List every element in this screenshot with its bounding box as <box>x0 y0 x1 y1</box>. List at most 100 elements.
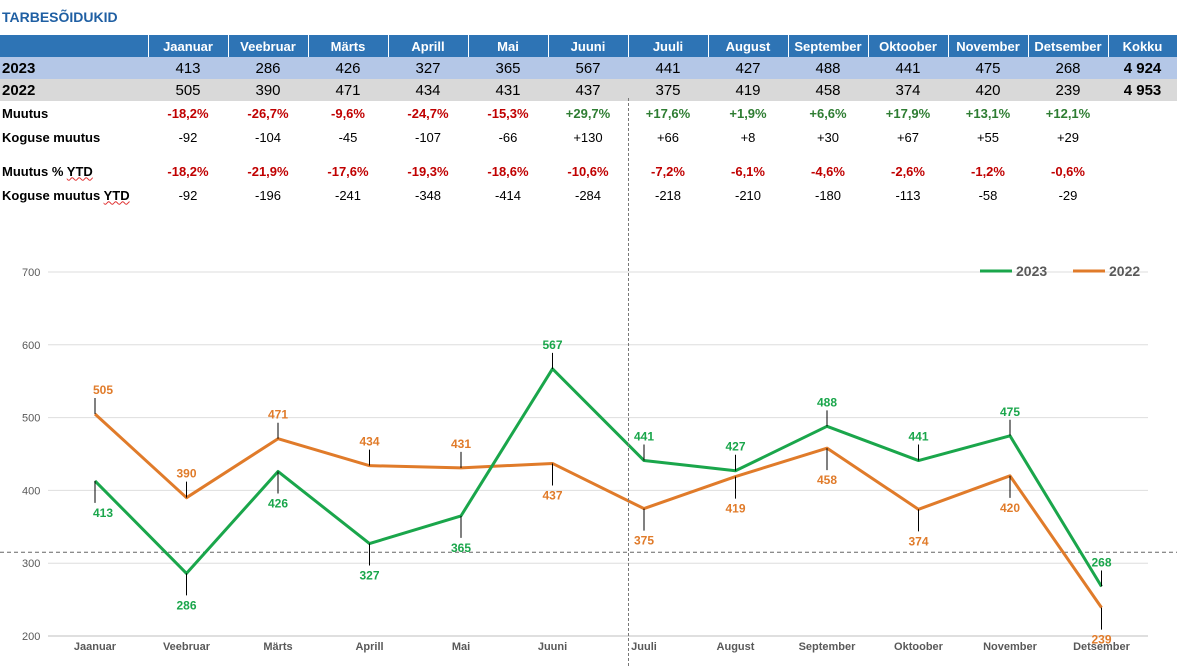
table-cell: -113 <box>895 187 921 203</box>
data-label-2022: 239 <box>1091 633 1111 647</box>
row-label: 2022 <box>0 79 148 101</box>
y-tick-label: 700 <box>22 267 40 279</box>
table-cell: 390 <box>228 79 308 101</box>
x-tick-label: Veebruar <box>163 641 211 653</box>
table-cell: -196 <box>254 187 282 203</box>
y-tick-label: 400 <box>22 485 40 497</box>
table-cell: +130 <box>573 129 603 145</box>
table-cell: 434 <box>388 79 468 101</box>
header-total: Kokku <box>1108 35 1177 57</box>
table-cell: 431 <box>468 79 548 101</box>
header-month: September <box>788 35 869 57</box>
table-cell: 375 <box>628 79 708 101</box>
table-cell: -0,6% <box>1051 163 1085 179</box>
table-cell: 488 <box>788 57 868 79</box>
data-label-2023: 268 <box>1091 555 1111 569</box>
table-cell: 426 <box>308 57 388 79</box>
data-label-2023: 286 <box>176 598 196 612</box>
table-cell: 567 <box>548 57 628 79</box>
table-cell: -58 <box>978 187 998 203</box>
y-tick-label: 200 <box>22 631 40 643</box>
table-cell: +17,6% <box>645 105 691 121</box>
month-divider-line <box>628 98 629 666</box>
table-cell: -29 <box>1058 187 1078 203</box>
data-label-2023: 426 <box>268 496 288 510</box>
table-cell: 268 <box>1028 57 1108 79</box>
table-cell: -348 <box>414 187 442 203</box>
table-cell: -15,3% <box>487 105 529 121</box>
header-month: Jaanuar <box>148 35 229 57</box>
table-cell: 505 <box>148 79 228 101</box>
table-cell: -210 <box>734 187 762 203</box>
table-cell: +67 <box>896 129 920 145</box>
table-cell: -9,6% <box>331 105 365 121</box>
data-label-2022: 419 <box>725 502 745 516</box>
table-cell: 365 <box>468 57 548 79</box>
table-cell: 475 <box>948 57 1028 79</box>
header-month: August <box>708 35 789 57</box>
table-row-2022: 2022 505 390 471 434 431 437 375 419 458… <box>0 79 1177 101</box>
table-cell: -107 <box>414 129 442 145</box>
table-row-muutus-ytd: Muutus % YTD -18,2% -21,9% -17,6% -19,3%… <box>0 159 1177 183</box>
x-tick-label: Mai <box>452 641 470 653</box>
table-cell: -18,6% <box>487 163 529 179</box>
row-label: 2023 <box>0 57 148 79</box>
legend-label-2023: 2023 <box>1016 263 1047 279</box>
table-cell: -92 <box>178 187 198 203</box>
table-row-koguse-muutus-ytd: Koguse muutus YTD -92 -196 -241 -348 -41… <box>0 183 1177 207</box>
x-tick-label: November <box>983 641 1038 653</box>
data-label-2022: 458 <box>817 473 837 487</box>
table-cell: -218 <box>654 187 682 203</box>
table-cell: -66 <box>498 129 518 145</box>
header-month: Märts <box>308 35 389 57</box>
row-label: Muutus <box>2 105 49 121</box>
table-cell: -7,2% <box>651 163 685 179</box>
table-cell: 239 <box>1028 79 1108 101</box>
x-tick-label: Oktoober <box>894 641 944 653</box>
data-label-2022: 390 <box>176 467 196 481</box>
table-cell: -6,1% <box>731 163 765 179</box>
table-cell: +30 <box>816 129 840 145</box>
data-label-2022: 505 <box>93 383 113 397</box>
page-title: TARBESÕIDUKID <box>2 9 118 25</box>
data-label-2023: 413 <box>93 506 113 520</box>
table-cell: 437 <box>548 79 628 101</box>
table-cell: -18,2% <box>167 163 209 179</box>
header-month: Oktoober <box>868 35 949 57</box>
data-label-2023: 427 <box>725 440 745 454</box>
data-label-2022: 471 <box>268 408 288 422</box>
table-cell: +66 <box>656 129 680 145</box>
series-line-2023 <box>93 367 1103 588</box>
data-label-2023: 327 <box>359 569 379 583</box>
data-label-2023: 441 <box>908 430 928 444</box>
data-label-2023: 475 <box>1000 405 1020 419</box>
table-cell: -180 <box>814 187 842 203</box>
table-cell: 420 <box>948 79 1028 101</box>
table-cell: +17,9% <box>885 105 931 121</box>
data-label-2022: 434 <box>359 435 379 449</box>
table-cell: 327 <box>388 57 468 79</box>
table-cell: -92 <box>178 129 198 145</box>
table-cell: -284 <box>574 187 602 203</box>
header-corner <box>0 35 149 57</box>
y-tick-label: 500 <box>22 413 40 425</box>
data-label-2022: 375 <box>634 534 654 548</box>
data-label-2022: 437 <box>542 488 562 502</box>
table-cell: 441 <box>868 57 948 79</box>
header-month: Mai <box>468 35 549 57</box>
y-tick-label: 600 <box>22 340 40 352</box>
header-month: Juuli <box>628 35 709 57</box>
table-cell: -2,6% <box>891 163 925 179</box>
x-tick-label: Juuli <box>631 641 657 653</box>
table-cell: -21,9% <box>247 163 289 179</box>
x-tick-label: Märts <box>263 641 292 653</box>
x-tick-label: September <box>799 641 857 653</box>
header-month: Aprill <box>388 35 469 57</box>
data-label-2023: 567 <box>542 338 562 352</box>
data-label-2022: 374 <box>908 534 928 548</box>
table-cell: +29,7% <box>565 105 611 121</box>
table-cell: -45 <box>338 129 358 145</box>
table-cell: -17,6% <box>327 163 369 179</box>
table-cell: +8 <box>740 129 756 145</box>
table-header-row: Jaanuar Veebruar Märts Aprill Mai Juuni … <box>0 35 1177 57</box>
